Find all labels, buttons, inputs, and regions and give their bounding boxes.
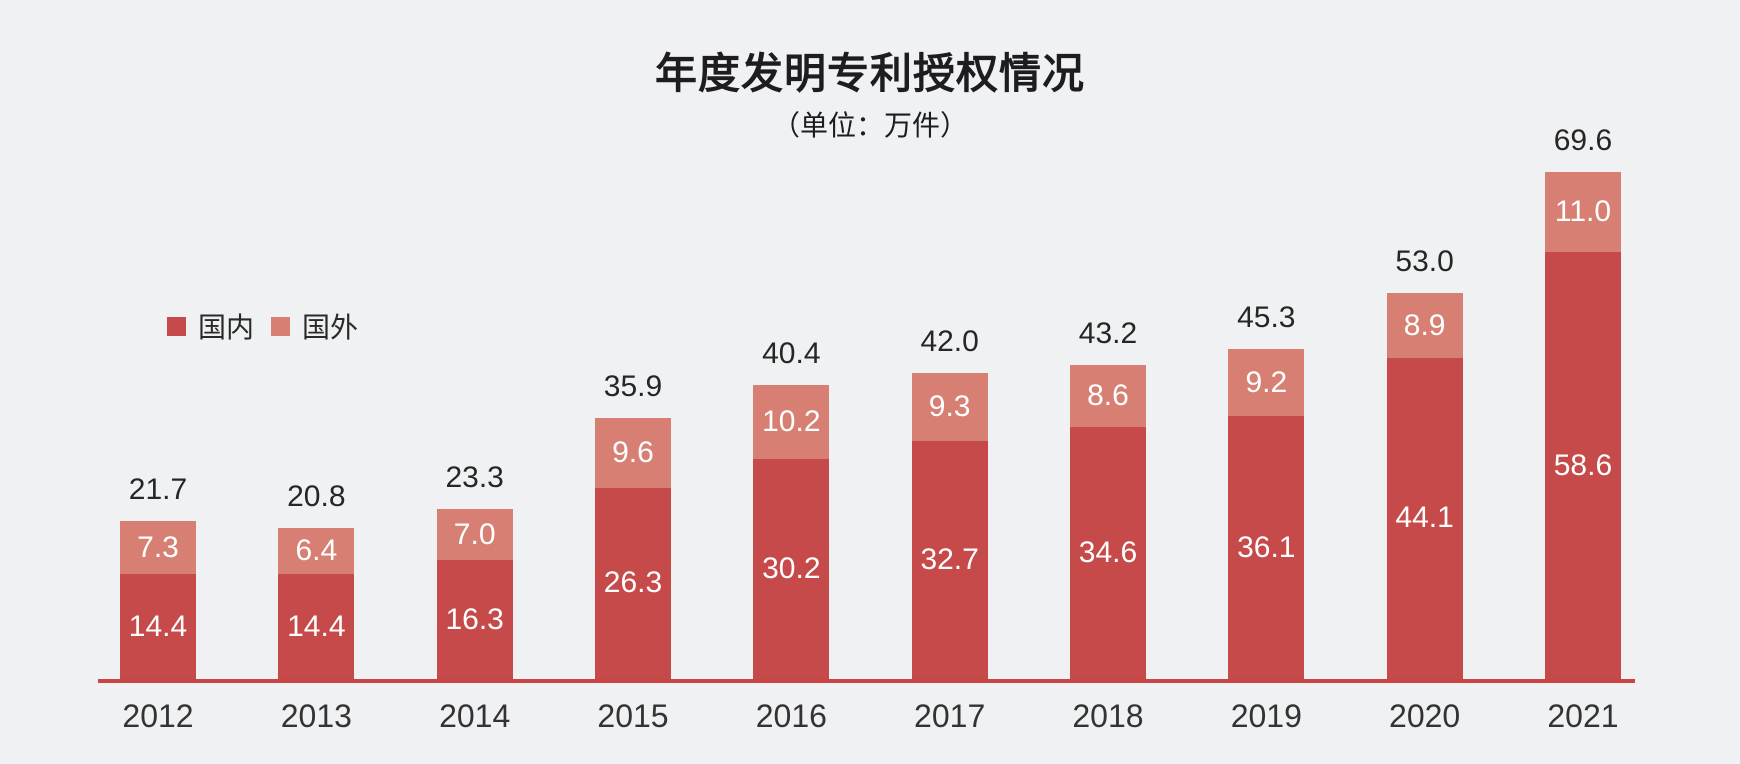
stacked-bar-2012: 7.3 14.4 xyxy=(120,521,196,679)
bar-column-2017: 42.0 9.3 32.7 xyxy=(871,325,1029,679)
domestic-segment: 26.3 xyxy=(594,487,671,679)
total-value-label: 21.7 xyxy=(128,473,188,507)
domestic-segment: 30.2 xyxy=(753,459,830,679)
foreign-segment: 7.3 xyxy=(120,521,196,575)
bar-column-2018: 43.2 8.6 34.6 xyxy=(1029,317,1187,679)
domestic-segment: 44.1 xyxy=(1386,357,1463,679)
bar-column-2016: 40.4 10.2 30.2 xyxy=(712,337,870,679)
domestic-segment: 34.6 xyxy=(1069,427,1146,679)
foreign-segment: 10.2 xyxy=(753,384,830,460)
stacked-bar-2018: 8.6 34.6 xyxy=(1069,364,1146,679)
domestic-segment: 32.7 xyxy=(911,440,988,679)
stacked-bar-2019: 9.2 36.1 xyxy=(1228,349,1305,679)
x-tick-label: 2017 xyxy=(914,698,986,734)
chart-unit-label: （单位：万件） xyxy=(771,110,968,141)
x-tick-label: 2012 xyxy=(122,698,194,734)
foreign-segment: 9.2 xyxy=(1228,349,1305,417)
foreign-segment: 11.0 xyxy=(1544,172,1621,253)
total-value-label: 20.8 xyxy=(287,479,346,513)
total-value-label: 40.4 xyxy=(762,336,821,370)
x-tick-label: 2015 xyxy=(597,698,669,734)
legend: 国内 国外 xyxy=(167,306,358,346)
bar-column-2021: 69.6 11.0 58.6 xyxy=(1504,124,1662,679)
bars-area: 21.7 7.3 14.4 20.8 6.4 14.4 23.3 7.0 16.3 35.9 9.6… xyxy=(79,0,1662,679)
bar-column-2013: 20.8 6.4 14.4 xyxy=(237,480,395,679)
total-value-label: 69.6 xyxy=(1553,124,1613,158)
total-value-label: 53.0 xyxy=(1395,245,1454,279)
bar-column-2014: 23.3 7.0 16.3 xyxy=(396,461,554,679)
domestic-segment: 14.4 xyxy=(278,574,355,679)
x-tick-label: 2013 xyxy=(280,698,352,734)
stacked-bar-2014: 7.0 16.3 xyxy=(436,509,513,679)
bar-column-2012: 21.7 7.3 14.4 xyxy=(79,473,237,679)
x-tick-label: 2019 xyxy=(1230,698,1302,734)
stacked-bar-2017: 9.3 32.7 xyxy=(911,373,988,679)
domestic-segment: 14.4 xyxy=(120,574,196,679)
foreign-segment: 9.6 xyxy=(594,417,671,488)
legend-swatch-foreign-icon xyxy=(271,316,291,336)
stacked-bar-2020: 8.9 44.1 xyxy=(1386,293,1463,679)
stacked-bar-2015: 9.6 26.3 xyxy=(594,417,671,679)
x-tick-label: 2016 xyxy=(755,698,827,734)
stacked-bar-2013: 6.4 14.4 xyxy=(278,527,355,679)
bar-column-2020: 53.0 8.9 44.1 xyxy=(1346,245,1504,679)
foreign-segment: 8.6 xyxy=(1069,364,1146,428)
x-tick-label: 2014 xyxy=(439,698,511,734)
total-value-label: 45.3 xyxy=(1237,301,1296,335)
x-tick-label: 2021 xyxy=(1547,698,1619,734)
foreign-segment: 9.3 xyxy=(911,373,988,441)
bar-column-2015: 35.9 9.6 26.3 xyxy=(554,370,712,679)
legend-label-domestic: 国内 xyxy=(198,312,255,343)
x-axis-line xyxy=(98,679,1635,683)
domestic-segment: 58.6 xyxy=(1544,252,1621,679)
legend-label-foreign: 国外 xyxy=(302,312,359,343)
domestic-segment: 16.3 xyxy=(436,560,513,679)
foreign-segment: 7.0 xyxy=(436,509,513,561)
bar-column-2019: 45.3 9.2 36.1 xyxy=(1187,301,1345,679)
foreign-segment: 6.4 xyxy=(278,527,355,575)
total-value-label: 23.3 xyxy=(445,461,504,495)
legend-item-domestic: 国内 xyxy=(167,306,254,346)
x-axis-labels: 2012 2013 2014 2015 2016 2017 2018 2019 2020 2021 xyxy=(79,698,1662,735)
legend-item-foreign: 国外 xyxy=(271,306,358,346)
total-value-label: 43.2 xyxy=(1078,316,1138,350)
total-value-label: 42.0 xyxy=(920,325,979,359)
legend-swatch-domestic-icon xyxy=(167,316,186,336)
total-value-label: 35.9 xyxy=(603,369,663,403)
stacked-bar-2016: 10.2 30.2 xyxy=(753,384,830,679)
x-tick-label: 2018 xyxy=(1072,698,1144,734)
stacked-bar-2021: 11.0 58.6 xyxy=(1544,172,1621,679)
domestic-segment: 36.1 xyxy=(1228,416,1305,679)
foreign-segment: 8.9 xyxy=(1386,293,1463,358)
chart-title: 年度发明专利授权情况 xyxy=(654,50,1085,97)
x-tick-label: 2020 xyxy=(1389,698,1461,734)
